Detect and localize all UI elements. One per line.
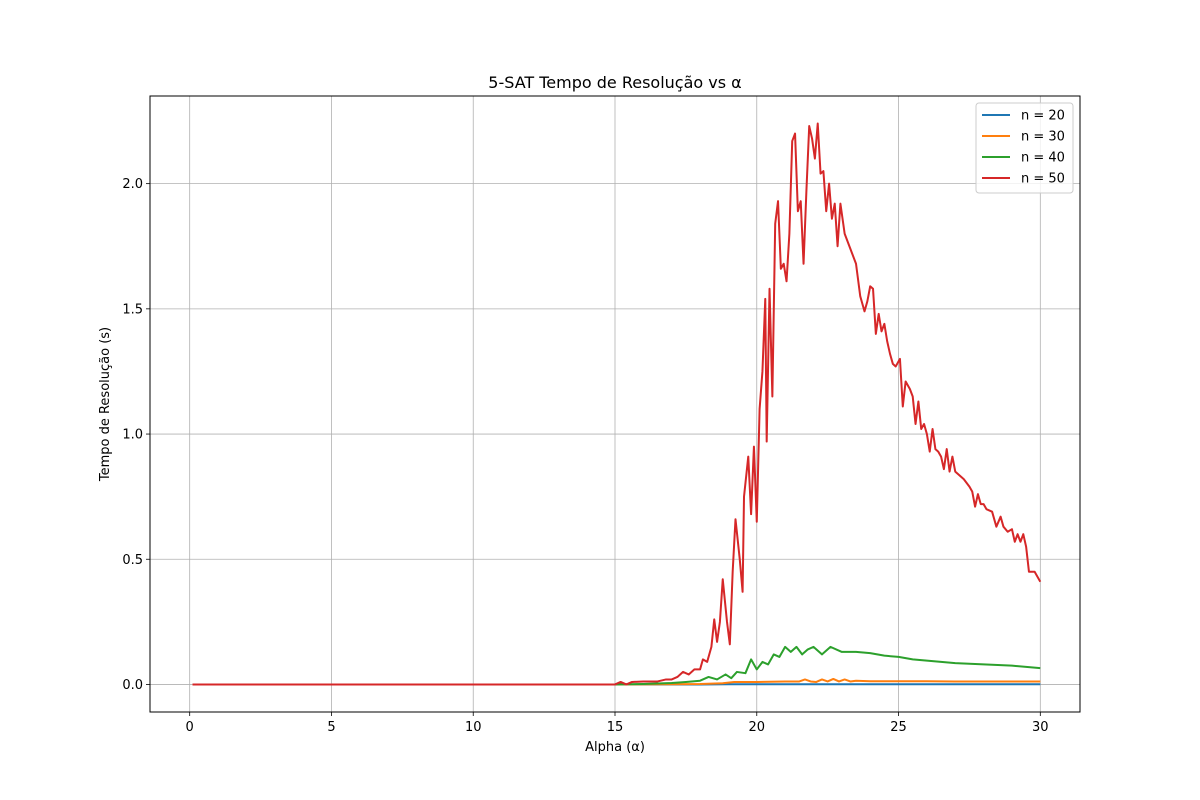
series-line-4 bbox=[192, 122, 1042, 686]
legend: n = 20 n = 30 n = 40 n = 50 bbox=[975, 102, 1074, 194]
y-tick-label: 0.5 bbox=[122, 553, 143, 568]
y-tick-label: 2.0 bbox=[122, 177, 143, 192]
legend-label: n = 30 bbox=[1021, 130, 1065, 145]
x-axis-label: Alpha (α) bbox=[585, 740, 645, 755]
x-tick-label: 10 bbox=[465, 720, 482, 735]
legend-label: n = 40 bbox=[1021, 151, 1065, 166]
series-line-2 bbox=[192, 677, 1041, 686]
axis-ticks: 0 5 10 15 20 25 30 0.0 0.5 1.0 1.5 2.0 bbox=[122, 177, 1048, 735]
x-tick-label: 5 bbox=[327, 720, 335, 735]
legend-label: n = 50 bbox=[1021, 172, 1065, 187]
chart-title: 5-SAT Tempo de Resolução vs α bbox=[488, 73, 741, 92]
x-tick-label: 0 bbox=[186, 720, 194, 735]
x-tick-label: 20 bbox=[748, 720, 765, 735]
y-tick-label: 0.0 bbox=[122, 678, 143, 693]
x-tick-label: 15 bbox=[607, 720, 624, 735]
series-line-3 bbox=[192, 645, 1041, 686]
y-tick-label: 1.5 bbox=[122, 302, 143, 317]
y-tick-label: 1.0 bbox=[122, 428, 143, 443]
y-axis-label: Tempo de Resolução (s) bbox=[98, 327, 113, 482]
x-tick-label: 30 bbox=[1032, 720, 1049, 735]
legend-box bbox=[975, 102, 1074, 194]
legend-label: n = 20 bbox=[1021, 109, 1065, 124]
x-tick-label: 25 bbox=[890, 720, 907, 735]
series-lines bbox=[192, 122, 1042, 686]
